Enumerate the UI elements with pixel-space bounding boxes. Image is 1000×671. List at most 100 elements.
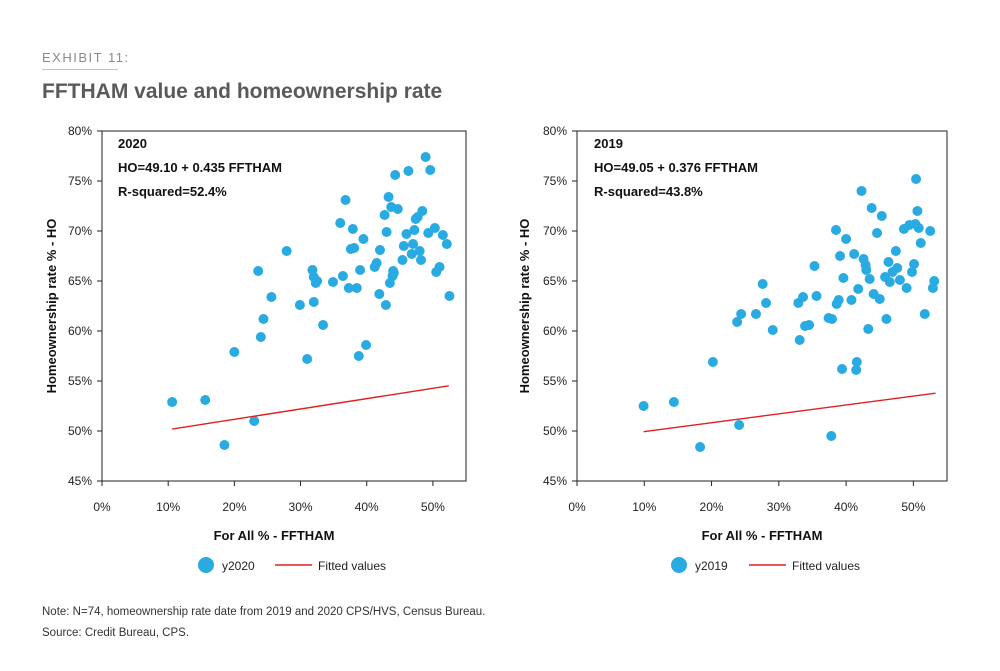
data-point [884, 277, 895, 287]
chart-2019: 45% 50% 55% 60% 65% 70% 75% 80% 0% 10% 20% 30% 40% 5… [517, 124, 948, 573]
data-point [864, 274, 875, 284]
data-point [909, 259, 920, 269]
data-point [901, 283, 912, 293]
x-ticks-2019: 0% 10% 20% 30% 40% 50% [568, 481, 926, 514]
data-point [915, 238, 926, 248]
data-point [750, 309, 761, 319]
y-ticks-2020: 45% 50% 55% 60% 65% 70% 75% 80% [68, 124, 102, 488]
data-point [883, 257, 894, 267]
data-point [734, 420, 745, 430]
y-ticks-2019: 45% 50% 55% 60% 65% 70% 75% 80% [543, 124, 577, 488]
data-point [429, 223, 440, 233]
data-point [826, 431, 837, 441]
data-point [349, 243, 360, 253]
panel-title-2020: 2020 [118, 136, 147, 151]
data-point [876, 211, 887, 221]
legend-label-fit-2020: Fitted values [318, 559, 386, 573]
data-point [835, 251, 846, 261]
data-point [441, 239, 452, 249]
y-axis-label-2020: Homeownership rate % - HO [44, 219, 59, 394]
x-tick-label: 50% [421, 500, 445, 514]
data-point [167, 397, 178, 407]
legend-marker-points-2019 [671, 557, 687, 573]
data-point [383, 192, 394, 202]
data-point [308, 297, 319, 307]
x-tick-label: 10% [632, 500, 656, 514]
y-tick-label: 50% [543, 424, 567, 438]
data-point [861, 265, 872, 275]
x-tick-label: 10% [156, 500, 180, 514]
data-point [420, 152, 431, 162]
data-point [353, 351, 364, 361]
y-tick-label: 75% [68, 174, 92, 188]
data-point [318, 320, 329, 330]
y-tick-label: 60% [68, 324, 92, 338]
y-tick-label: 60% [543, 324, 567, 338]
charts-figure: 45% 50% 55% 60% 65% 70% 75% 80% 0% 10% 20% 30% 40% 5… [44, 124, 948, 573]
data-point [866, 203, 877, 213]
data-point [401, 229, 412, 239]
y-tick-label: 75% [543, 174, 567, 188]
data-point [761, 298, 772, 308]
data-point [695, 442, 706, 452]
data-point [379, 210, 390, 220]
data-point [351, 283, 362, 293]
x-tick-label: 0% [568, 500, 586, 514]
data-point [837, 364, 848, 374]
x-tick-label: 0% [93, 500, 111, 514]
data-point [736, 309, 747, 319]
legend-label-points-2019: y2019 [695, 559, 728, 573]
data-point [390, 170, 401, 180]
data-point [347, 224, 358, 234]
y-tick-label: 65% [68, 274, 92, 288]
data-point [856, 186, 867, 196]
data-point [358, 234, 369, 244]
data-point [925, 226, 936, 236]
data-point [853, 284, 864, 294]
data-point [767, 325, 778, 335]
y-tick-label: 55% [543, 374, 567, 388]
x-tick-label: 20% [700, 500, 724, 514]
data-point [929, 276, 940, 286]
data-point [340, 195, 351, 205]
fit-line-2019 [643, 392, 936, 433]
plot-area-2019 [576, 130, 948, 482]
data-point [403, 166, 414, 176]
x-ticks-2020: 0% 10% 20% 30% 40% 50% [93, 481, 445, 514]
y-tick-label: 50% [68, 424, 92, 438]
data-point [838, 273, 849, 283]
y-tick-label: 70% [543, 224, 567, 238]
data-point [849, 249, 860, 259]
x-axis-label-2019: For All % - FFTHAM [702, 528, 823, 543]
data-point [890, 246, 901, 256]
data-point [229, 347, 240, 357]
legend-marker-points-2020 [198, 557, 214, 573]
equation-2019: HO=49.05 + 0.376 FFTHAM [594, 160, 758, 175]
data-point [417, 206, 428, 216]
exhibit-label: EXHIBIT 11: [42, 50, 130, 65]
data-point [415, 255, 426, 265]
data-point [253, 266, 264, 276]
points-2019 [638, 174, 940, 452]
x-tick-label: 40% [834, 500, 858, 514]
equation-2020: HO=49.10 + 0.435 FFTHAM [118, 160, 282, 175]
data-point [863, 324, 874, 334]
data-point [757, 279, 768, 289]
data-point [335, 218, 346, 228]
data-point [355, 265, 366, 275]
data-point [408, 239, 419, 249]
data-point [258, 314, 269, 324]
data-point [811, 291, 822, 301]
data-point [841, 234, 852, 244]
data-point [881, 314, 892, 324]
data-point [872, 228, 883, 238]
y-tick-label: 80% [543, 124, 567, 138]
data-point [831, 225, 841, 235]
exhibit-divider [42, 69, 118, 70]
x-tick-label: 50% [901, 500, 925, 514]
data-point [398, 241, 409, 251]
page-title: FFTHAM value and homeownership rate [42, 80, 443, 103]
data-point [911, 174, 922, 184]
data-point [302, 354, 313, 364]
source-note: Source: Credit Bureau, CPS. [42, 627, 190, 639]
